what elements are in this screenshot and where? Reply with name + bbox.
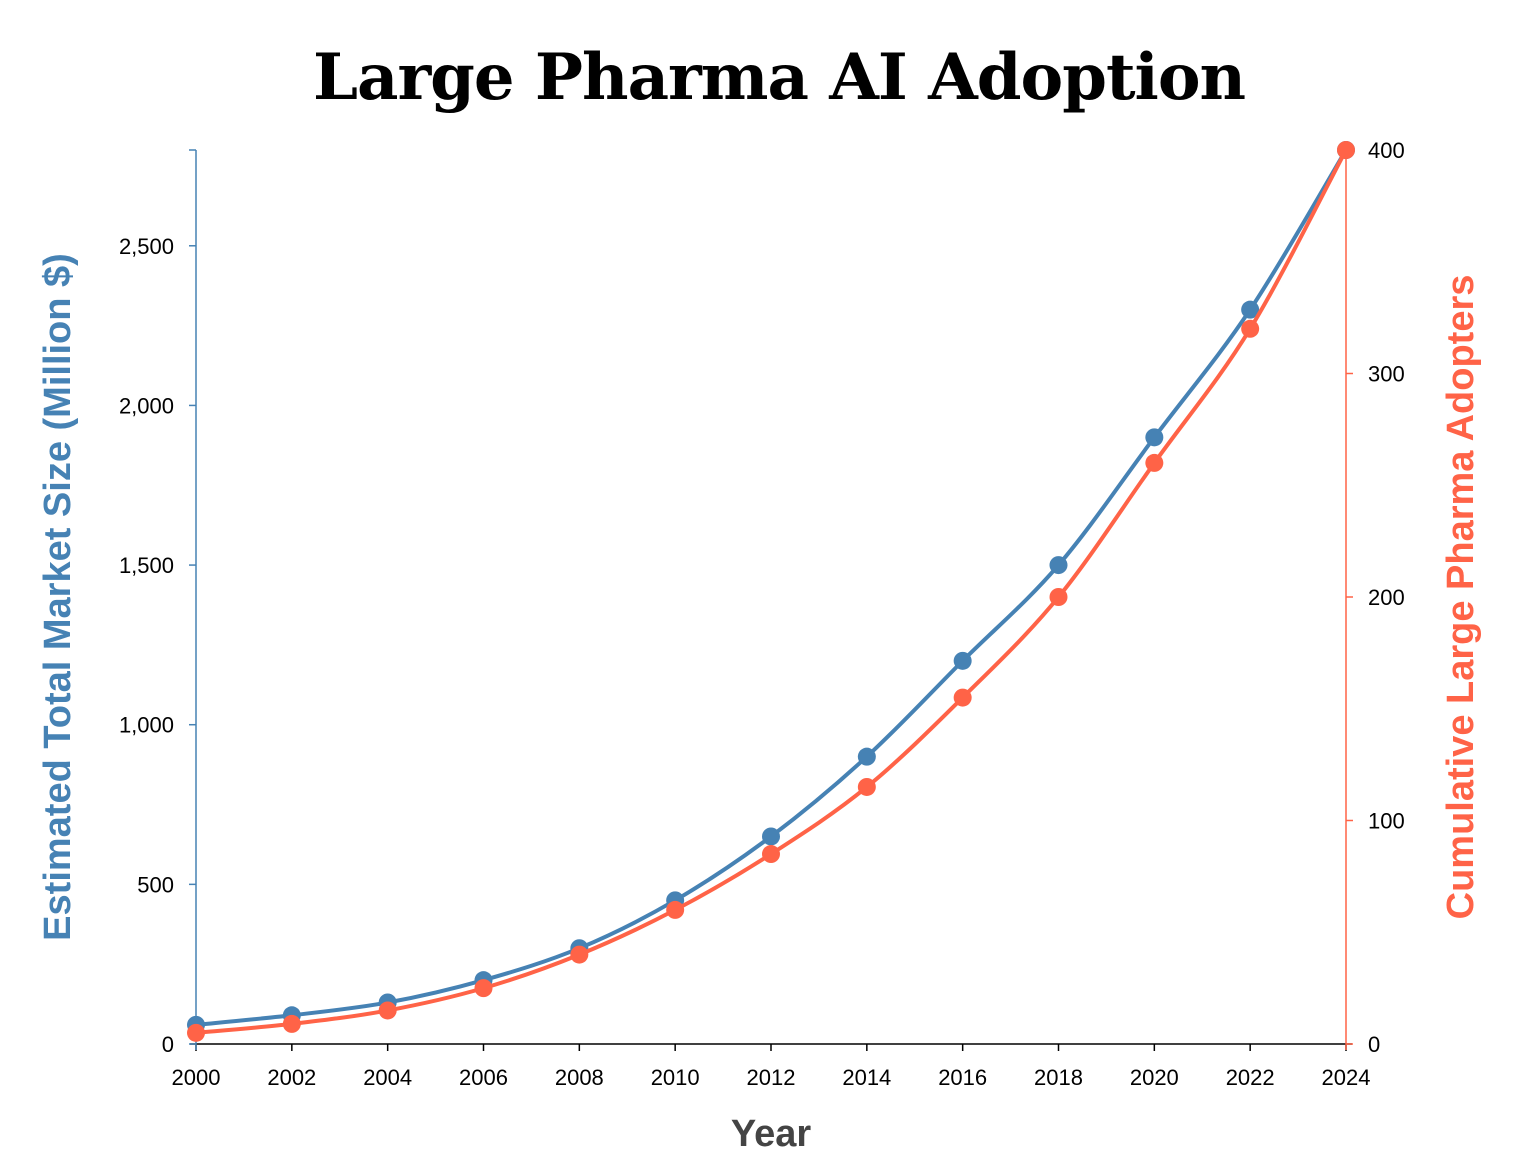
data-point-left xyxy=(1145,428,1164,447)
x-tick-label: 2010 xyxy=(651,1065,700,1090)
x-tick-label: 2008 xyxy=(555,1065,604,1090)
chart-title: Large Pharma AI Adoption xyxy=(312,40,1246,115)
y-left-tick-label: 1,000 xyxy=(119,713,174,738)
x-axis-title: Year xyxy=(731,1113,812,1155)
x-tick-label: 2012 xyxy=(747,1065,796,1090)
x-tick-label: 2004 xyxy=(363,1065,412,1090)
data-point-right xyxy=(570,945,589,964)
x-tick-label: 2006 xyxy=(459,1065,508,1090)
data-point-left xyxy=(1049,556,1068,575)
y-left-tick-label: 1,500 xyxy=(119,553,174,578)
x-tick-label: 2014 xyxy=(842,1065,891,1090)
data-point-right xyxy=(1241,319,1260,338)
data-point-right xyxy=(187,1023,205,1042)
data-point-right xyxy=(857,777,876,796)
data-point-right xyxy=(666,900,685,919)
x-tick-label: 2016 xyxy=(938,1065,987,1090)
x-tick-label: 2000 xyxy=(172,1065,221,1090)
series-right xyxy=(187,141,1355,1042)
data-point-right xyxy=(1337,141,1355,159)
y-left-tick-label: 500 xyxy=(137,872,174,897)
x-axis: 2000 2002 2004 2006 2008 2010 2012 2014 2016 2018… xyxy=(172,1043,1371,1090)
data-point-left xyxy=(857,747,876,766)
series-line-left xyxy=(195,148,1348,1027)
x-tick-label: 2022 xyxy=(1226,1065,1275,1090)
data-point-right xyxy=(282,1014,301,1033)
y-right-tick-label: 300 xyxy=(1368,362,1405,387)
y-axis-right: 0 100 200 300 400 xyxy=(1345,138,1405,1057)
data-point-right xyxy=(1049,588,1068,606)
y-axis-right-title: Cumulative Large Pharma Adopters xyxy=(1440,275,1482,920)
x-tick-label: 2020 xyxy=(1130,1065,1179,1090)
y-left-tick-label: 0 xyxy=(162,1032,174,1057)
y-axis-left: 0 500 1,000 1,500 2,000 2,500 xyxy=(119,149,197,1057)
data-point-left xyxy=(1241,300,1260,319)
data-point-right xyxy=(762,845,780,864)
y-right-tick-label: 100 xyxy=(1368,809,1405,834)
x-tick-label: 2024 xyxy=(1322,1065,1371,1090)
data-point-left xyxy=(953,651,972,670)
y-left-tick-label: 2,000 xyxy=(119,393,174,418)
data-point-right xyxy=(953,688,972,707)
series-line-right xyxy=(195,149,1348,1035)
y-right-tick-label: 0 xyxy=(1368,1032,1380,1057)
data-point-left xyxy=(762,827,780,846)
series-left xyxy=(187,141,1355,1034)
data-point-right xyxy=(378,1001,397,1020)
x-tick-label: 2002 xyxy=(267,1065,316,1090)
data-point-right xyxy=(474,979,493,998)
series-layer xyxy=(187,141,1355,1042)
data-point-right xyxy=(1145,453,1164,472)
y-right-tick-label: 200 xyxy=(1368,585,1405,610)
y-left-tick-label: 2,500 xyxy=(119,234,174,259)
x-tick-label: 2018 xyxy=(1034,1065,1083,1090)
y-right-tick-label: 400 xyxy=(1368,138,1405,163)
y-axis-left-title: Estimated Total Market Size (Million $) xyxy=(37,253,79,941)
